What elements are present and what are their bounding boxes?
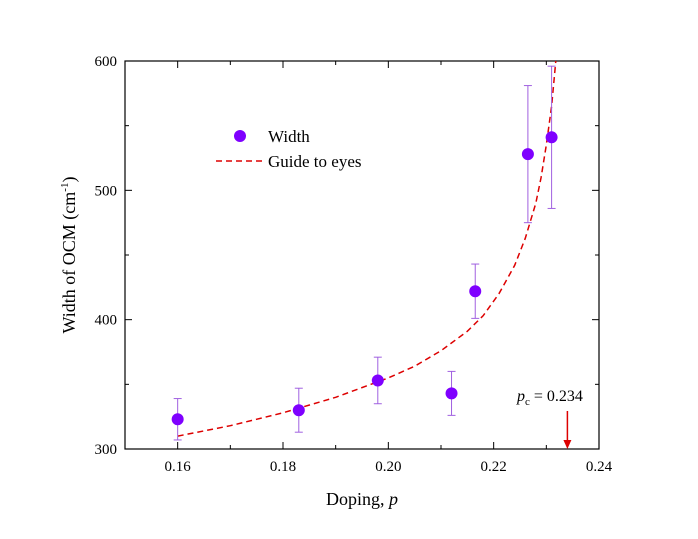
x-tick-label: 0.22 xyxy=(481,459,507,475)
y-tick-label: 400 xyxy=(95,313,118,329)
x-tick-label: 0.18 xyxy=(270,459,296,475)
y-tick-label: 300 xyxy=(95,442,118,458)
width-series xyxy=(171,65,558,441)
x-axis-label: Doping, p xyxy=(326,489,398,509)
data-point xyxy=(171,413,184,426)
y-tick-label: 500 xyxy=(95,183,118,199)
data-point xyxy=(371,374,384,387)
axis-ticks xyxy=(124,60,600,450)
pc-label: pc = 0.234 xyxy=(516,388,583,408)
data-point xyxy=(292,404,305,417)
legend-label-width: Width xyxy=(268,127,310,146)
x-tick-label: 0.24 xyxy=(586,459,613,475)
y-tick-label: 600 xyxy=(95,54,118,70)
data-point xyxy=(545,131,558,144)
data-point xyxy=(469,285,482,298)
guide-line xyxy=(177,60,557,437)
data-point xyxy=(445,387,458,400)
guide-line-series xyxy=(177,60,557,437)
pc-annotation: pc = 0.234 xyxy=(516,388,583,449)
axis-tick-labels: 0.16 0.18 0.20 0.22 0.24 300 400 500 600 xyxy=(95,54,613,475)
x-tick-label: 0.16 xyxy=(165,459,192,475)
legend-label-guide: Guide to eyes xyxy=(268,152,361,171)
x-tick-label: 0.20 xyxy=(375,459,401,475)
y-axis-label: Width of OCM (cm-1) xyxy=(59,177,80,334)
pc-arrow-head xyxy=(563,440,572,449)
legend-marker-width xyxy=(234,130,246,142)
data-point xyxy=(521,148,534,161)
legend: Width Guide to eyes xyxy=(216,127,361,171)
